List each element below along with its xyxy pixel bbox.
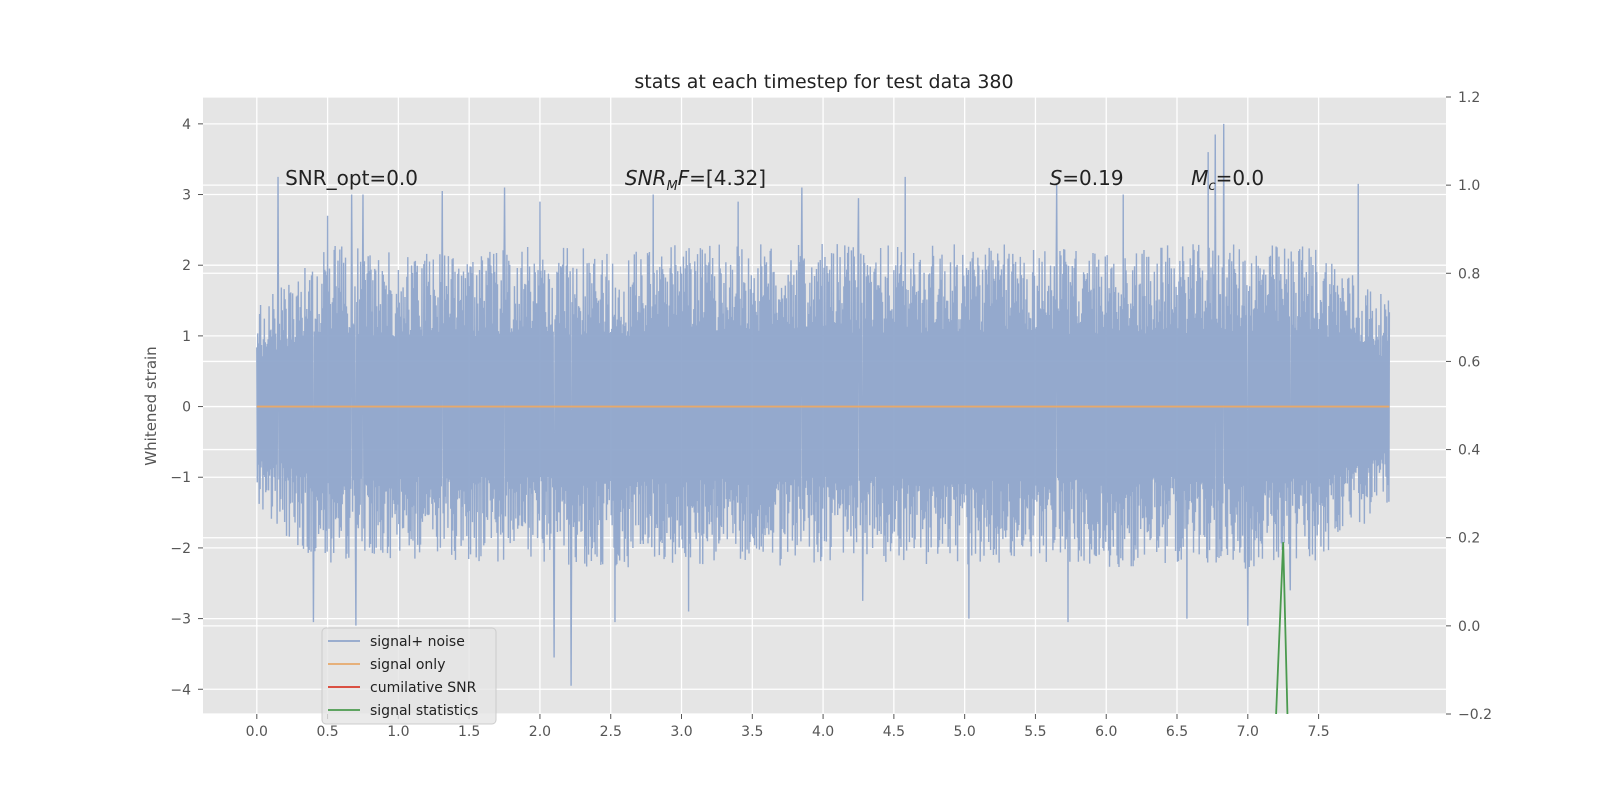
x-tick-label: 4.5 [883, 724, 905, 740]
series-line-signal-statistics [1275, 542, 1289, 715]
legend: signal+ noise signal only cumilative SNR si… [321, 627, 497, 725]
x-tick-label: 7.0 [1237, 724, 1259, 740]
legend-box [321, 627, 497, 725]
annotation-base: M [1191, 166, 1208, 190]
x-tick-label: 2.0 [529, 724, 551, 740]
series-line-signal-noise [256, 123, 1391, 686]
annotation-3: Mc=0.0 [1191, 166, 1264, 194]
annotation-rest: =0.19 [1062, 166, 1123, 190]
y2-tick-label: 0.6 [1458, 354, 1480, 370]
x-tick-label: 6.0 [1095, 724, 1117, 740]
x-tick-label: 3.0 [670, 724, 692, 740]
y-tick-label: −2 [170, 541, 191, 557]
y-tick-label: 1 [182, 329, 191, 345]
chart-title: stats at each timestep for test data 380 [634, 71, 1013, 93]
series-others [256, 405, 1390, 715]
x-tick-label: 7.5 [1307, 724, 1329, 740]
y2-tick-label: 1.2 [1458, 90, 1480, 106]
y-tick-label: −1 [170, 470, 191, 486]
legend-label: signal+ noise [370, 634, 465, 650]
y2-tick-label: 0.0 [1458, 619, 1480, 635]
x-tick-label: 6.5 [1166, 724, 1188, 740]
annotation-sub: c [1208, 179, 1215, 194]
y2-tick-label: −0.2 [1458, 707, 1492, 723]
y-tick-label: 3 [182, 188, 191, 204]
x-tick-label: 1.5 [458, 724, 480, 740]
annotation-1: SNRMF=[4.32] [625, 166, 766, 194]
legend-label: cumilative SNR [370, 680, 477, 696]
annotation-rest: =[4.32] [689, 166, 766, 190]
y-tick-label: −3 [170, 612, 191, 628]
x-tick-label: 4.0 [812, 724, 834, 740]
y-tick-label: −4 [170, 682, 191, 698]
y2-tick-label: 0.8 [1458, 266, 1480, 282]
annotation-0: SNR_opt=0.0 [285, 166, 418, 190]
x-tick-label: 1.0 [387, 724, 409, 740]
y2-tick-label: 0.2 [1458, 531, 1480, 547]
x-tick-label: 3.5 [741, 724, 763, 740]
annotation-2: S=0.19 [1050, 166, 1124, 190]
annotation-sub: M [666, 179, 677, 194]
legend-label: signal only [370, 657, 445, 673]
y-tick-label: 2 [182, 258, 191, 274]
y-axis-label: Whitened strain [142, 346, 160, 465]
y2-tick-label: 1.0 [1458, 178, 1480, 194]
y-tick-label: 4 [182, 117, 191, 133]
annotation-rest: F [678, 166, 690, 190]
x-tick-label: 2.5 [600, 724, 622, 740]
axes: 0.0 0.5 1.0 1.5 2.0 2.5 3.0 3.5 4.0 4.5 5.0 5.5 6.0 6… [170, 90, 1492, 740]
x-tick-label: 5.5 [1024, 724, 1046, 740]
x-tick-label: 0.5 [316, 724, 338, 740]
x-tick-label: 0.0 [246, 724, 268, 740]
annotations: SNR_opt=0.0 SNRMF=[4.32] S=0.19 Mc=0.0 [285, 166, 1264, 194]
series-signal-noise [256, 123, 1391, 686]
annotation-base: S [1050, 166, 1063, 190]
x-tick-label: 5.0 [954, 724, 976, 740]
annotation-rest: =0.0 [1216, 166, 1265, 190]
y-tick-label: 0 [182, 400, 191, 416]
y2-tick-label: 0.4 [1458, 443, 1480, 459]
annotation-base: SNR [625, 166, 667, 190]
legend-label: signal statistics [370, 703, 478, 719]
